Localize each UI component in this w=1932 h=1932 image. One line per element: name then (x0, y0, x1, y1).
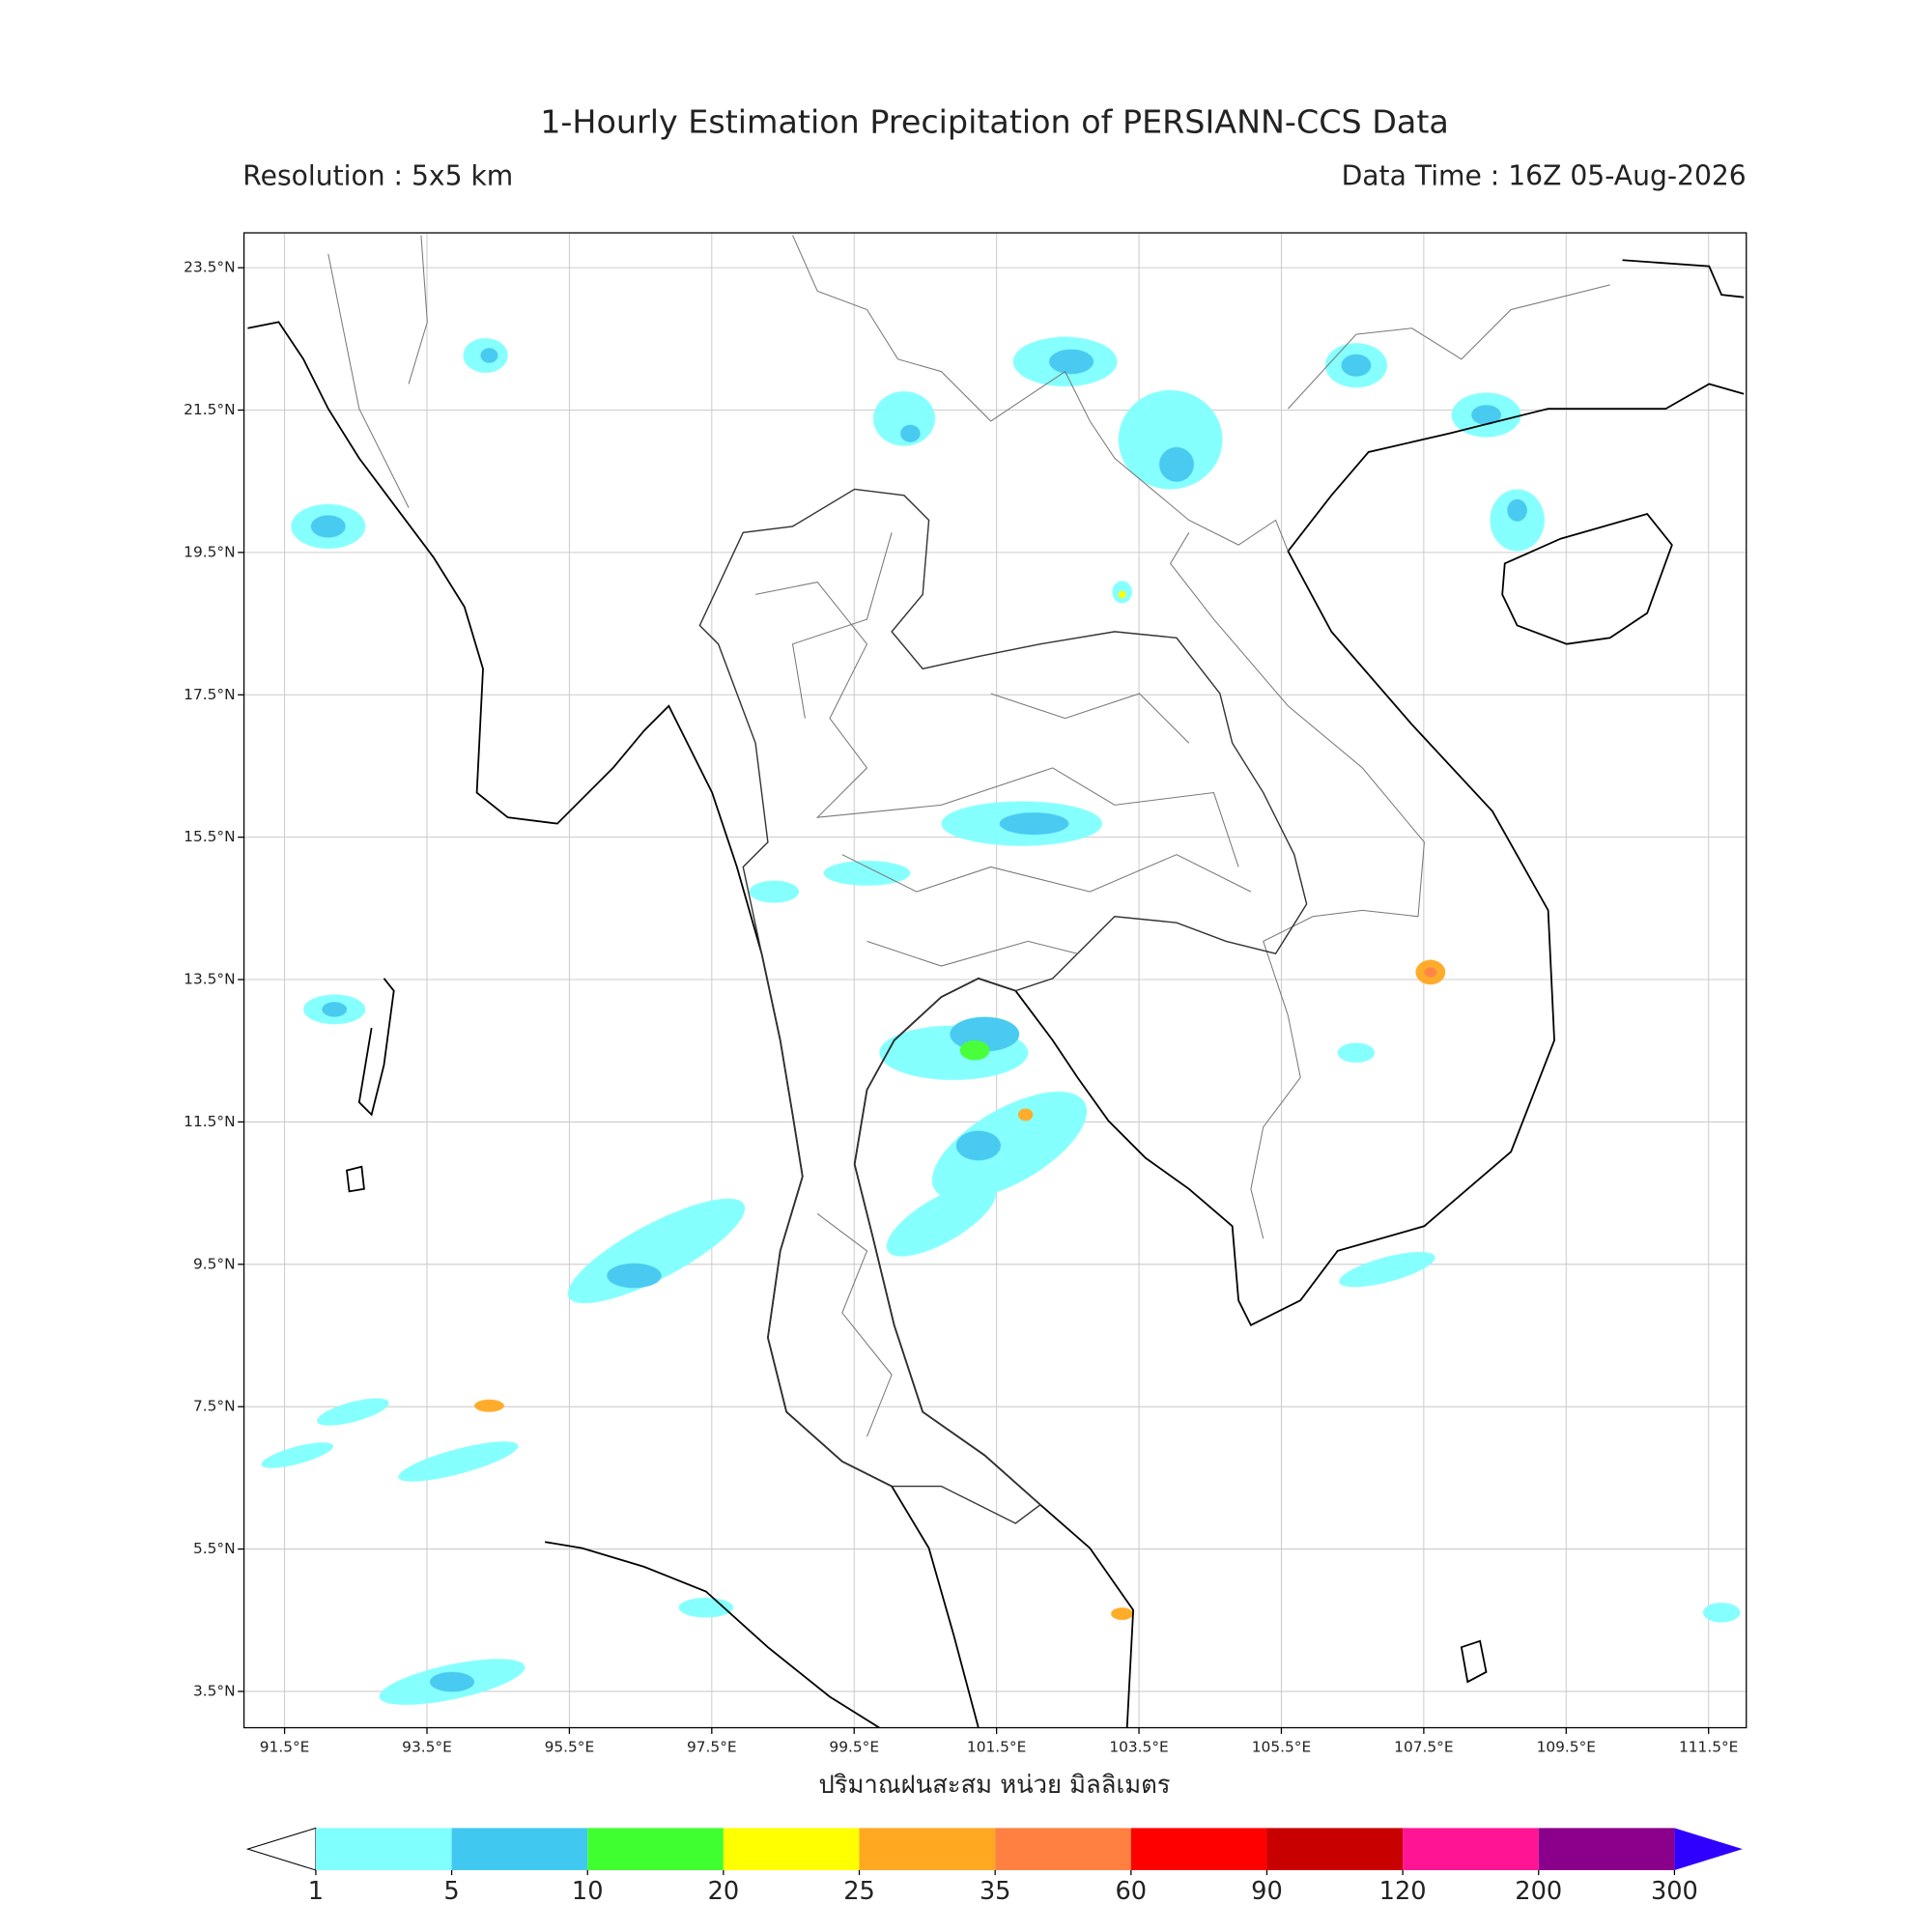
x-tick-label: 93.5°E (402, 1739, 452, 1756)
resolution: Resolution : 5x5 km (242, 159, 513, 191)
coastlines (247, 259, 1745, 1728)
y-tick-label: 5.5°N (193, 1540, 236, 1557)
colorbar-segment (995, 1828, 1131, 1870)
colorbar-label: 25 (843, 1877, 875, 1906)
ticks: 91.5°E 93.5°E 95.5°E 97.5°E 99.5°E 101.5°E 103… (184, 259, 1738, 1756)
colorbar-over (1674, 1828, 1743, 1870)
x-tick-label: 101.5°E (967, 1739, 1026, 1756)
x-tick-label: 95.5°E (545, 1739, 595, 1756)
colorbar-label: 20 (708, 1877, 740, 1906)
colorbar-segment (859, 1828, 996, 1870)
title: 1-Hourly Estimation Precipitation of PER… (540, 103, 1449, 141)
colorbar-label: 90 (1251, 1877, 1283, 1906)
colorbar-segment (587, 1828, 724, 1870)
x-tick-label: 105.5°E (1252, 1739, 1311, 1756)
colorbar-label: 60 (1116, 1877, 1148, 1906)
colorbar-segment (1266, 1828, 1404, 1870)
colorbar-segment (451, 1828, 588, 1870)
colorbar: 1 5 10 20 25 35 60 90 120 200 300 (245, 1827, 1743, 1906)
x-tick-label: 99.5°E (829, 1739, 879, 1756)
precipitation (261, 336, 1741, 1705)
colorbar-label: 120 (1379, 1877, 1427, 1906)
figure: 1-Hourly Estimation Precipitation of PER… (184, 103, 1747, 1906)
y-tick-label: 15.5°N (184, 828, 235, 845)
x-axis-label: ปริมาณฝนสะสม หน่วย มิลลิเมตร (819, 1771, 1171, 1800)
colorbar-segment (1403, 1828, 1539, 1870)
colorbar-segment (723, 1828, 860, 1870)
borders (327, 235, 1610, 1239)
thailand-provinces (698, 488, 1308, 1524)
colorbar-segment (1130, 1828, 1267, 1870)
x-tick-label: 109.5°E (1537, 1739, 1596, 1756)
y-tick-label: 9.5°N (193, 1255, 236, 1272)
map-layer (247, 235, 1745, 1728)
x-tick-label: 107.5°E (1394, 1739, 1453, 1756)
map-frame (242, 232, 1747, 1729)
y-tick-label: 11.5°N (184, 1113, 235, 1130)
y-tick-label: 17.5°N (184, 686, 235, 703)
y-tick-label: 3.5°N (193, 1682, 236, 1699)
colorbar-label: 300 (1651, 1877, 1698, 1906)
data-time: Data Time : 16Z 05-Aug-2026 (1342, 159, 1747, 191)
colorbar-label: 35 (980, 1877, 1011, 1906)
colorbar-label: 200 (1515, 1877, 1562, 1906)
colorbar-label: 10 (572, 1877, 604, 1906)
x-tick-label: 103.5°E (1109, 1739, 1168, 1756)
grid (243, 233, 1747, 1728)
y-tick-label: 21.5°N (184, 401, 235, 418)
x-tick-label: 97.5°E (687, 1739, 737, 1756)
y-tick-label: 13.5°N (184, 971, 235, 988)
colorbar-label: 1 (308, 1877, 324, 1906)
colorbar-segment (315, 1828, 452, 1870)
y-tick-label: 23.5°N (184, 259, 235, 276)
y-tick-label: 7.5°N (193, 1398, 236, 1415)
x-tick-label: 91.5°E (260, 1739, 310, 1756)
colorbar-under (245, 1827, 317, 1871)
colorbar-segment (1538, 1828, 1675, 1870)
colorbar-label: 5 (443, 1877, 459, 1906)
y-tick-label: 19.5°N (184, 543, 235, 560)
x-tick-label: 111.5°E (1679, 1739, 1738, 1756)
